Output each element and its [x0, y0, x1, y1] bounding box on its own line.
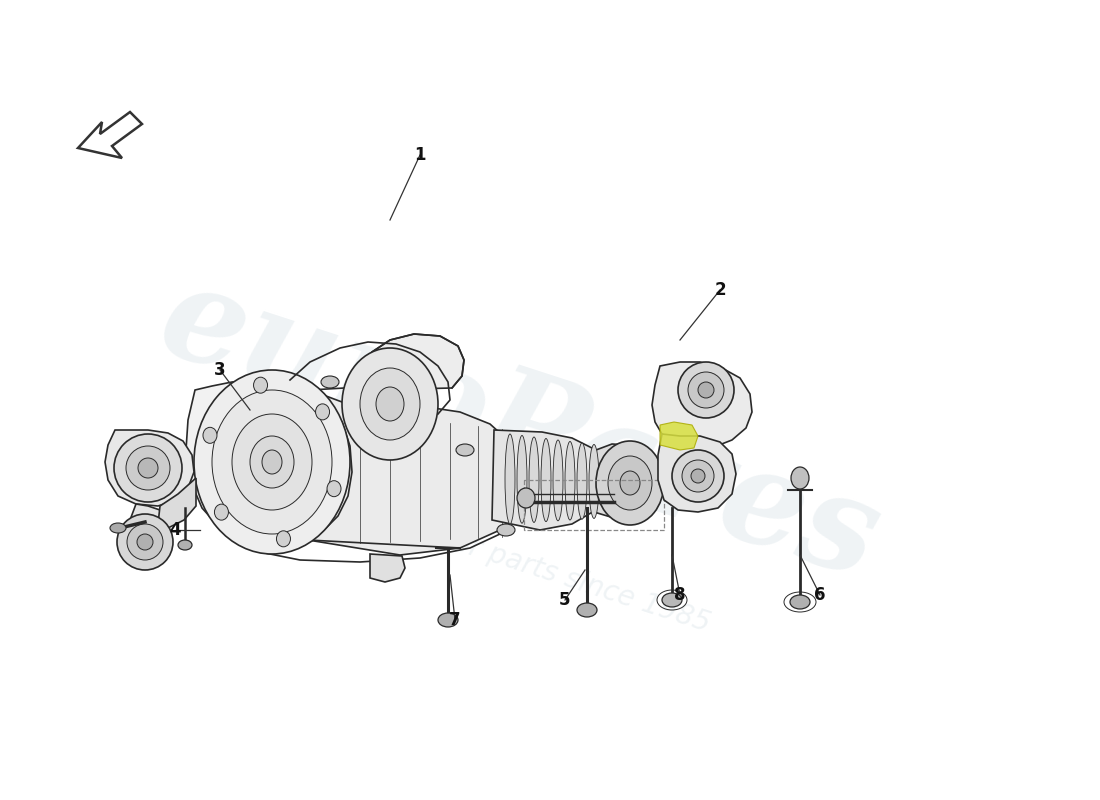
Ellipse shape [608, 456, 652, 510]
Ellipse shape [204, 427, 217, 443]
Ellipse shape [276, 531, 290, 547]
Polygon shape [186, 380, 352, 544]
Ellipse shape [672, 450, 724, 502]
Ellipse shape [517, 488, 535, 508]
Ellipse shape [178, 540, 192, 550]
Ellipse shape [342, 348, 438, 460]
Ellipse shape [553, 440, 563, 521]
Ellipse shape [529, 437, 539, 522]
Text: 7: 7 [449, 611, 461, 629]
Ellipse shape [698, 382, 714, 398]
Text: euroPares: euroPares [145, 254, 895, 606]
Ellipse shape [316, 404, 330, 420]
Ellipse shape [126, 446, 170, 490]
Polygon shape [104, 430, 194, 506]
Text: 5: 5 [559, 591, 571, 609]
Ellipse shape [682, 460, 714, 492]
Polygon shape [658, 434, 736, 512]
Ellipse shape [541, 438, 551, 522]
Polygon shape [308, 390, 524, 555]
Polygon shape [126, 504, 170, 564]
Ellipse shape [321, 376, 339, 388]
Ellipse shape [138, 458, 158, 478]
Ellipse shape [117, 514, 173, 570]
Text: 4: 4 [169, 521, 180, 539]
Ellipse shape [327, 481, 341, 497]
Ellipse shape [596, 441, 664, 525]
Ellipse shape [662, 593, 682, 607]
Ellipse shape [497, 524, 515, 536]
Text: 2: 2 [714, 281, 726, 299]
Ellipse shape [565, 442, 575, 520]
Ellipse shape [194, 370, 350, 554]
Ellipse shape [376, 387, 404, 421]
Ellipse shape [212, 390, 332, 534]
Ellipse shape [691, 469, 705, 483]
Ellipse shape [588, 445, 600, 518]
Text: 8: 8 [674, 586, 685, 604]
Text: 1: 1 [415, 146, 426, 164]
Ellipse shape [360, 368, 420, 440]
Polygon shape [652, 362, 752, 447]
Ellipse shape [505, 434, 515, 524]
Ellipse shape [126, 524, 163, 560]
Ellipse shape [110, 523, 126, 533]
Ellipse shape [620, 471, 640, 495]
Polygon shape [492, 430, 608, 530]
Ellipse shape [253, 377, 267, 393]
Ellipse shape [688, 372, 724, 408]
Ellipse shape [114, 434, 182, 502]
Polygon shape [364, 334, 464, 390]
Polygon shape [158, 478, 196, 528]
Ellipse shape [250, 436, 294, 488]
Polygon shape [594, 444, 660, 518]
Ellipse shape [214, 504, 229, 520]
Ellipse shape [517, 435, 527, 523]
Text: 6: 6 [814, 586, 826, 604]
Ellipse shape [138, 534, 153, 550]
Ellipse shape [232, 414, 312, 510]
Ellipse shape [790, 595, 810, 609]
Ellipse shape [456, 444, 474, 456]
Text: 3: 3 [214, 361, 225, 379]
Ellipse shape [262, 450, 282, 474]
Ellipse shape [438, 613, 458, 627]
Ellipse shape [578, 603, 597, 617]
Polygon shape [78, 112, 142, 158]
Ellipse shape [678, 362, 734, 418]
Polygon shape [370, 554, 405, 582]
Ellipse shape [578, 443, 587, 519]
Text: a passion for parts since 1985: a passion for parts since 1985 [306, 482, 714, 638]
Polygon shape [660, 422, 698, 450]
Ellipse shape [791, 467, 808, 489]
